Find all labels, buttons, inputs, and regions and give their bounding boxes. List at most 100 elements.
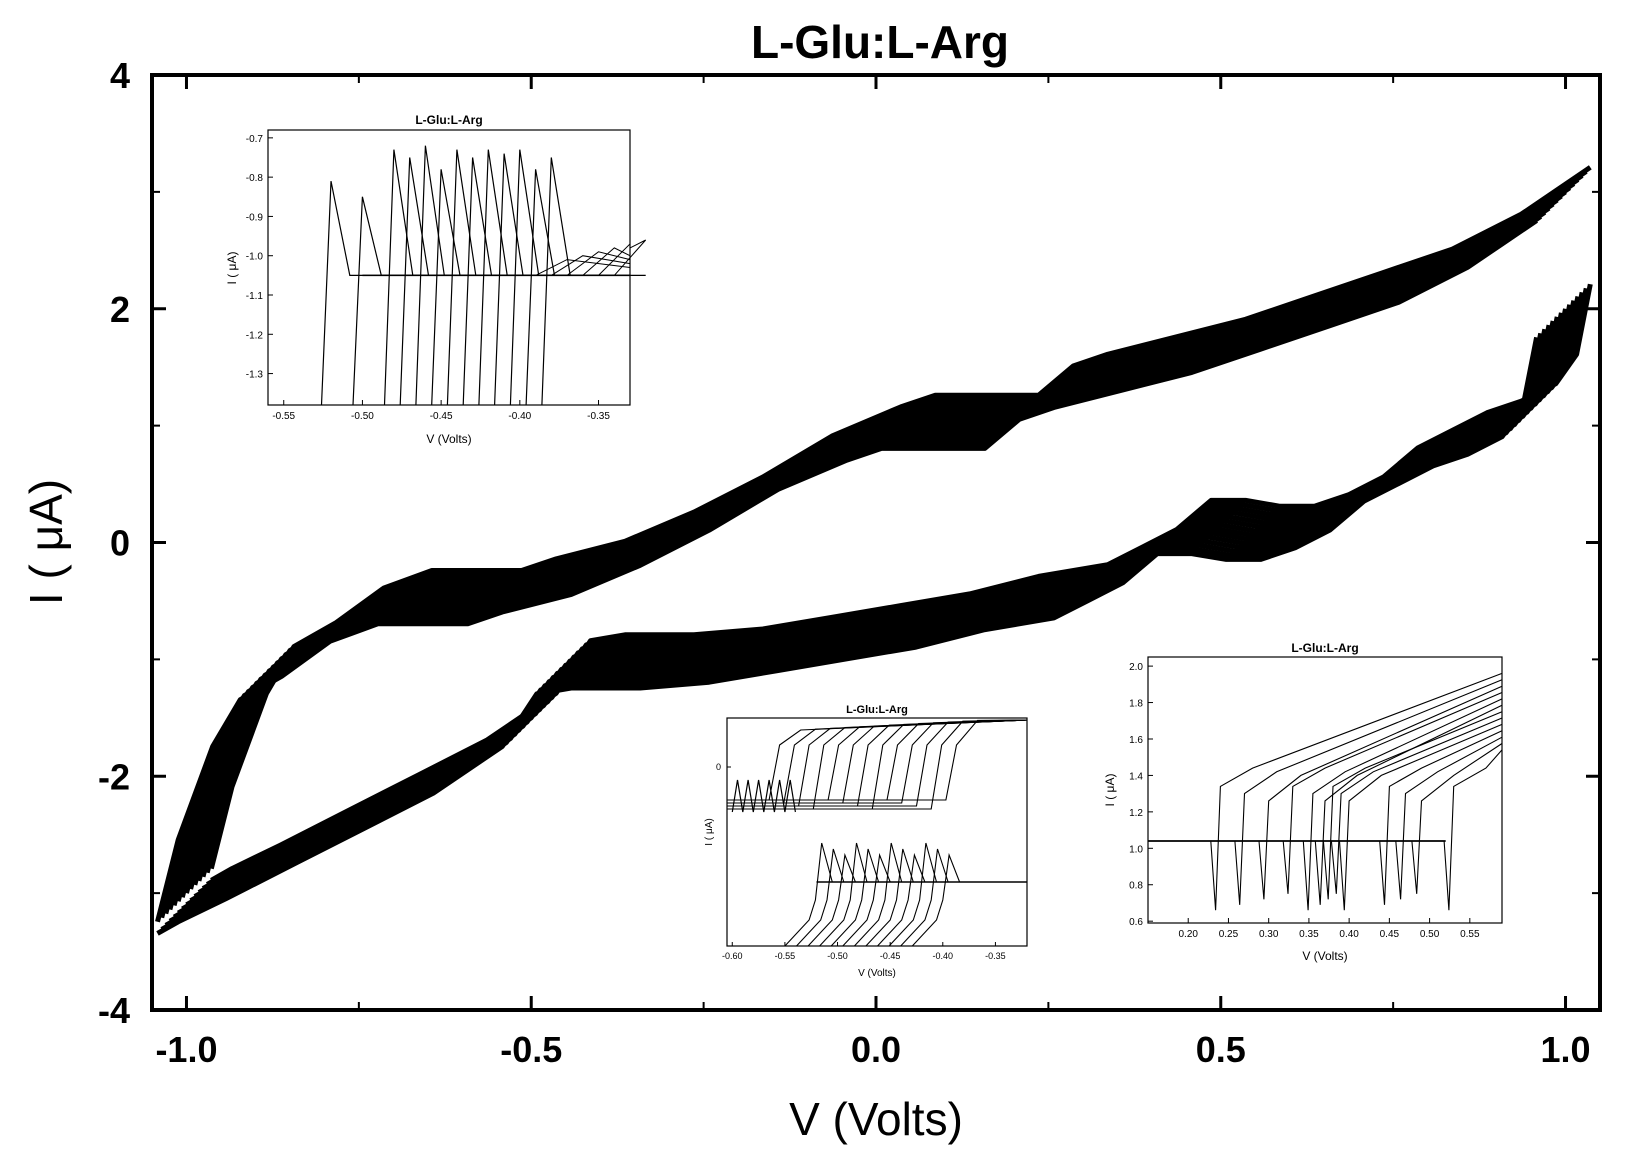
inset2-lower-trace [784,842,833,947]
inset-top-left: L-Glu:L-Arg -0.55 -0.50 -0.45 -0.40 -0.35-0.… [225,113,647,446]
inset1-x-tick-label: -0.45 [430,411,453,422]
inset3-y-tick-label: 0.6 [1129,917,1143,928]
inset3-switch-trace [1210,672,1503,911]
inset3-axes: 0.20 0.25 0.30 0.35 0.40 0.45 0.50 0.55 0.6 0.8 1.… [1129,662,1480,940]
inset1-y-tick-label: -1.0 [246,252,264,263]
inset2-y-label: I ( μA) [704,818,715,845]
inset1-y-tick-label: -0.9 [246,212,264,223]
inset1-bump-trace [613,239,647,276]
inset2-lower-trace [877,852,926,947]
y-tick-label: 4 [110,55,130,96]
x-tick-label: 0.5 [1196,1029,1246,1070]
inset1-axes: -0.55 -0.50 -0.45 -0.40 -0.35 -0.7 -0.8 -0.9 -1.… [246,134,611,422]
inset3-switch-trace [1258,685,1503,900]
inset1-y-tick-label: -1.3 [246,370,264,381]
inset1-traces [320,145,647,406]
y-tick-label: -2 [98,756,130,797]
y-tick-label: 2 [110,289,130,330]
inset2-zigzag-trace [731,779,796,813]
inset2-x-label: V (Volts) [858,968,896,979]
inset2-lower-trace [865,848,914,947]
inset2-x-tick-label: -0.55 [775,951,796,961]
inset3-switch-trace [1338,723,1503,911]
inset3-switch-trace [1234,679,1503,905]
inset3-x-tick-label: 0.30 [1259,929,1279,940]
inset1-x-tick-label: -0.55 [272,411,295,422]
inset1-switch-trace [541,157,646,406]
inset3-y-tick-label: 1.8 [1129,699,1143,710]
inset1-bump-trace [582,247,631,276]
inset3-y-tick-label: 1.4 [1129,771,1143,782]
inset3-x-tick-label: 0.20 [1178,929,1198,940]
inset1-y-tick-label: -0.7 [246,134,264,145]
main-title: L-Glu:L-Arg [751,16,1009,68]
y-tick-label: -4 [98,990,130,1031]
inset3-x-tick-label: 0.50 [1420,929,1440,940]
inset2-lower-trace [853,842,903,947]
main-x-label: V (Volts) [789,1093,963,1145]
inset2-y-tick-label: 0 [716,762,721,772]
inset1-y-label: I ( μA) [225,252,239,285]
inset3-switch-trace [1395,736,1503,900]
inset1-x-tick-label: -0.40 [508,411,531,422]
inset1-y-tick-label: -0.8 [246,173,264,184]
main-y-label: I ( μA) [20,479,72,605]
inset3-switch-trace [1443,749,1503,911]
inset3-y-tick-label: 1.0 [1129,844,1143,855]
inset3-x-tick-label: 0.25 [1219,929,1239,940]
inset3-switch-trace [1282,691,1503,894]
inset3-switch-trace [1330,717,1503,894]
x-tick-label: 1.0 [1541,1029,1591,1070]
inset2-lower-trace [911,852,961,947]
inset3-y-tick-label: 2.0 [1129,662,1143,673]
inset1-x-label: V (Volts) [426,432,471,446]
inset2-frame [726,717,1028,947]
inset1-y-tick-label: -1.2 [246,330,264,341]
inset3-traces [1148,672,1503,911]
inset1-x-tick-label: -0.35 [587,411,610,422]
inset3-title: L-Glu:L-Arg [1291,641,1358,655]
main-x-axis: -1.0 -0.5 0.0 0.5 1.0 [155,75,1591,1070]
main-traces [155,165,1593,936]
inset3-y-label: I ( μA) [1103,774,1117,807]
inset3-switch-trace [1302,698,1503,911]
inset3-y-tick-label: 1.2 [1129,808,1143,819]
inset2-lower-trace [807,852,856,947]
inset3-x-tick-label: 0.40 [1339,929,1359,940]
iv-cycle-trace [208,165,1592,870]
inset1-bump-trace [551,255,631,276]
inset2-lower-trace [900,848,949,947]
inset2-x-tick-label: -0.45 [880,951,901,961]
inset2-x-tick-label: -0.50 [827,951,848,961]
inset1-y-tick-label: -1.1 [246,291,264,302]
inset3-switch-trace [1411,743,1503,894]
inset3-y-tick-label: 1.6 [1129,735,1143,746]
y-tick-label: 0 [110,523,130,564]
inset2-lower-trace [830,848,880,947]
inset2-lower-trace [888,842,938,947]
inset3-x-tick-label: 0.55 [1460,929,1480,940]
inset1-bump-trace [566,251,631,276]
x-tick-label: -1.0 [155,1029,217,1070]
inset2-upper-trace [727,719,1028,801]
inset2-lower-trace [796,848,845,947]
inset-bottom-right: L-Glu:L-Arg 0.20 0.25 0.30 0.35 0.40 0.45 0.50… [1103,641,1503,963]
inset1-bump-trace [598,242,631,276]
inset2-x-tick-label: -0.60 [722,951,743,961]
inset2-traces [727,719,1028,947]
inset2-x-tick-label: -0.40 [933,951,954,961]
inset3-x-tick-label: 0.35 [1299,929,1319,940]
x-tick-label: 0.0 [851,1029,901,1070]
inset2-title: L-Glu:L-Arg [846,704,908,716]
inset3-x-tick-label: 0.45 [1380,929,1400,940]
inset3-switch-trace [1379,730,1503,905]
inset3-y-tick-label: 0.8 [1129,881,1143,892]
inset3-x-label: V (Volts) [1302,949,1347,963]
inset2-axes: -0.60 -0.55 -0.50 -0.45 -0.40 -0.35 0 [716,762,1006,961]
inset3-switch-trace [1322,711,1503,900]
x-tick-label: -0.5 [500,1029,562,1070]
inset2-lower-trace [842,852,891,947]
inset-bottom-center: L-Glu:L-Arg -0.60 -0.55 -0.50 -0.45 -0.40 -0.… [704,704,1028,979]
inset1-title: L-Glu:L-Arg [415,113,482,127]
